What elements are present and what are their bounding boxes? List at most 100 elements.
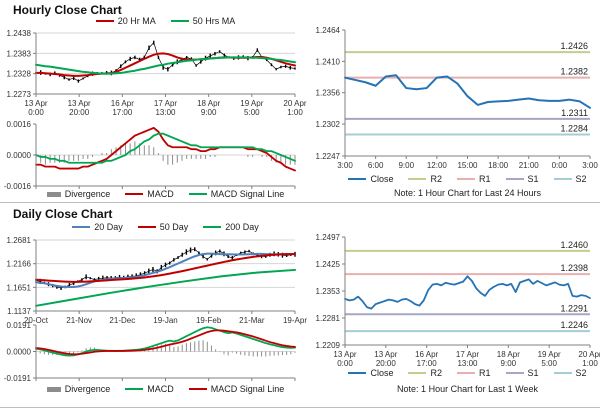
pivot-label-r2: 1.2460: [560, 240, 588, 250]
pivot24-legend: Close R2 R1 S1 S2: [345, 174, 590, 184]
s2-label: S2: [575, 368, 587, 378]
pivot-label-r1: 1.2382: [560, 67, 588, 77]
ma50day-swatch: [137, 226, 156, 228]
r1-label: R1: [478, 174, 491, 184]
close-swatch: [348, 372, 367, 374]
legend-item: R1: [456, 174, 491, 184]
series-line-macd: [35, 126, 296, 172]
legend-item: 50 Day: [137, 222, 189, 232]
ma20day-swatch: [72, 226, 91, 228]
ma20day-label: 20 Day: [94, 222, 123, 232]
y-tick-label: 1.2247: [316, 152, 341, 161]
x-tick-label-time: 5:00: [541, 359, 557, 368]
x-tick-label-date: 16 Apr: [415, 350, 438, 359]
x-tick-label: 19-Apr: [283, 316, 307, 325]
y-tick-label: 0.0191: [7, 321, 32, 330]
ma50hr-label: 50 Hrs MA: [192, 16, 236, 26]
y-tick-label: 1.2410: [316, 57, 341, 66]
x-tick-label: 19-Feb: [196, 316, 222, 325]
y-tick-label: 1.2281: [316, 314, 341, 323]
x-tick-label-date: 13 Apr: [374, 350, 397, 359]
series-line-200-day: [35, 268, 296, 307]
legend-item: Close: [348, 368, 393, 378]
legend-item: Divergence: [46, 189, 111, 199]
pivot-label-s1: 1.2291: [560, 303, 588, 313]
divergence-label: Divergence: [64, 384, 111, 394]
legend-item: MACD: [125, 189, 174, 199]
x-tick-label-time: 5:00: [244, 108, 260, 117]
r2-swatch: [408, 372, 427, 374]
y-tick-label: 0.0016: [7, 120, 32, 129]
x-tick-label: 21:00: [519, 161, 540, 170]
r2-label: R2: [430, 174, 442, 184]
x-tick-label: 12:00: [427, 161, 448, 170]
x-tick-label: 0:00: [552, 161, 568, 170]
x-tick-label: 18:00: [488, 161, 509, 170]
legend-item: S2: [553, 174, 587, 184]
series-line-close: [344, 74, 591, 109]
divergence-label: Divergence: [64, 189, 111, 199]
legend-item: 50 Hrs MA: [170, 16, 236, 26]
legend-item: 200 Day: [203, 222, 259, 232]
daily-chart-title: Daily Close Chart: [13, 207, 113, 221]
x-tick-label: 3:00: [337, 161, 353, 170]
ma200day-label: 200 Day: [225, 222, 259, 232]
ma200day-swatch: [203, 226, 222, 228]
legend-item: Close: [348, 174, 393, 184]
hourly-chart-title: Hourly Close Chart: [13, 3, 122, 17]
close-swatch: [348, 178, 367, 180]
x-tick-label: 21-Nov: [66, 316, 92, 325]
legend-item: MACD: [125, 384, 174, 394]
x-tick-label: 6:00: [368, 161, 384, 170]
x-tick-label: 20-Oct: [24, 316, 49, 325]
x-tick-label-time: 17:00: [112, 108, 133, 117]
s1-label: S1: [527, 368, 539, 378]
x-tick-label-time: 20:00: [69, 108, 90, 117]
pivot24-note: Note: 1 Hour Chart for Last 24 Hours: [393, 188, 542, 198]
s1-swatch: [505, 372, 524, 374]
ma50day-label: 50 Day: [159, 222, 189, 232]
y-tick-label: 1.2166: [7, 260, 32, 269]
macd-label: MACD: [147, 189, 174, 199]
macd-swatch: [125, 193, 144, 195]
y-tick-label: 1.2356: [316, 89, 341, 98]
x-tick-label: 15:00: [457, 161, 478, 170]
close-label: Close: [370, 368, 394, 378]
x-tick-label-time: 13:00: [457, 359, 478, 368]
x-tick-label-time: 9:00: [201, 108, 217, 117]
x-tick-label: 9:00: [398, 161, 414, 170]
macd-label: MACD: [147, 384, 174, 394]
legend-item: R2: [408, 174, 442, 184]
series-line-20-day: [35, 252, 296, 289]
pivot1w-note: Note: 1 Hour Chart for Last 1 Week: [397, 384, 538, 394]
divergence-swatch: [46, 386, 61, 392]
y-tick-label: -0.0016: [4, 182, 32, 191]
series-line-macd-signal-line: [35, 329, 296, 356]
y-tick-label: 0.0000: [7, 348, 32, 357]
y-tick-label: -0.0191: [4, 374, 32, 383]
x-tick-label-date: 19 Apr: [538, 350, 561, 359]
y-tick-label: 1.1137: [7, 307, 31, 316]
daily-macd-legend: Divergence MACD MACD Signal Line: [36, 384, 295, 394]
price-close-line: [35, 248, 296, 289]
x-tick-label-date: 19 Apr: [240, 99, 263, 108]
pivot-label-r1: 1.2398: [560, 263, 588, 273]
x-tick-label-time: 0:00: [337, 359, 353, 368]
x-tick-label-time: 13:00: [155, 108, 176, 117]
legend-item: MACD Signal Line: [188, 384, 284, 394]
y-tick-label: 1.2438: [7, 29, 32, 38]
legend-item: Divergence: [46, 384, 111, 394]
legend-item: R2: [408, 368, 442, 378]
x-tick-label-date: 20 Apr: [578, 350, 600, 359]
y-tick-label: 1.2328: [7, 70, 32, 79]
series-line-close: [344, 275, 591, 310]
y-tick-label: 1.2353: [316, 287, 341, 296]
x-tick-label: 21-Dec: [109, 316, 135, 325]
x-tick-label-date: 17 Apr: [154, 99, 177, 108]
x-tick-label-date: 20 Apr: [283, 99, 306, 108]
macd-signal-label: MACD Signal Line: [210, 189, 285, 199]
hourly-ma-legend: 20 Hr MA 50 Hrs MA: [36, 16, 295, 26]
s1-label: S1: [527, 174, 539, 184]
ma20hr-swatch: [95, 20, 114, 22]
panel-divider-top: [0, 202, 600, 203]
